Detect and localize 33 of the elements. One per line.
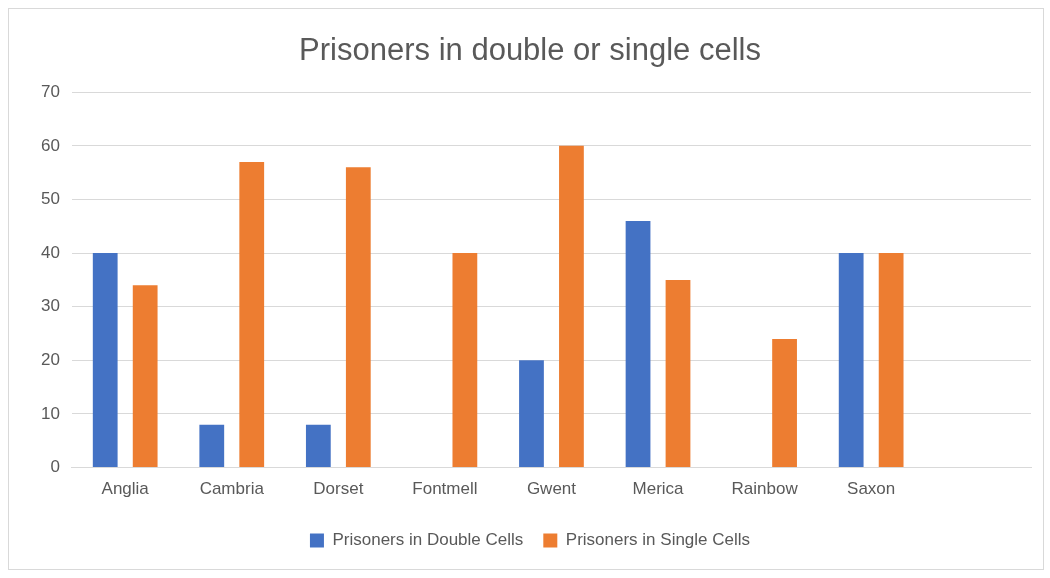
y-tick-label: 70 [40,81,60,101]
bar [132,285,158,468]
x-tick-label: Dorset [313,479,364,499]
bar [625,220,651,468]
x-tick-label: Gwent [526,479,577,499]
bar [239,161,265,468]
bar [305,424,331,468]
x-tick-label: Merica [632,479,685,499]
bar [345,167,371,468]
x-tick-label: Anglia [101,479,150,499]
bar [92,253,118,468]
x-tick-label: Saxon [847,479,896,499]
bar [665,279,691,468]
chart-title: Prisoners in double or single cells [299,32,761,68]
y-tick-label: 0 [50,457,60,477]
bar [772,338,797,468]
y-tick-label: 10 [40,403,60,423]
y-tick-label: 40 [40,242,60,262]
bar [519,360,544,468]
x-tick-label: Rainbow [731,479,799,499]
bar [878,253,904,468]
bar [559,145,584,468]
y-tick-label: 20 [40,350,60,370]
legend-label: Prisoners in Single Cells [565,530,751,550]
y-tick-label: 30 [40,296,60,316]
bar [199,424,225,468]
x-tick-label: Cambria [199,479,265,499]
legend-label: Prisoners in Double Cells [332,530,524,550]
y-tick-label: 50 [40,189,60,209]
bar [838,253,864,468]
x-tick-label: Fontmell [412,479,478,499]
bar [452,253,478,468]
y-tick-label: 60 [40,135,60,155]
